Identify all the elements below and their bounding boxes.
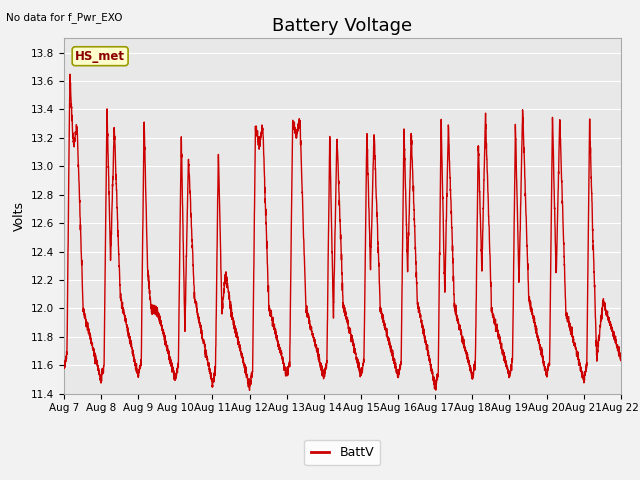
Y-axis label: Volts: Volts — [12, 201, 26, 231]
Text: HS_met: HS_met — [75, 50, 125, 63]
Title: Battery Voltage: Battery Voltage — [273, 17, 412, 36]
Legend: BattV: BattV — [305, 440, 380, 466]
Text: No data for f_Pwr_EXO: No data for f_Pwr_EXO — [6, 12, 123, 23]
